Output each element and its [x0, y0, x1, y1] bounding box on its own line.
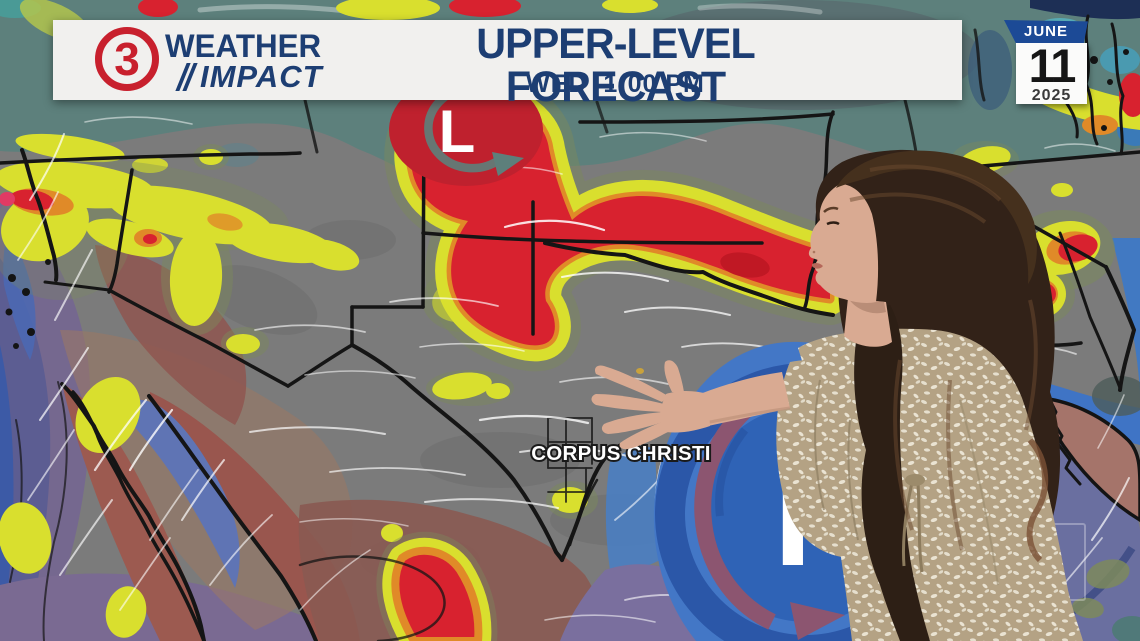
date-card: 11 2025 [1016, 39, 1087, 104]
presenter-hand [591, 360, 710, 450]
presenter [591, 149, 1083, 641]
date-year: 2025 [1031, 87, 1072, 104]
presenter-ring [636, 368, 644, 374]
forecast-timestamp: WED 1:00 PM [526, 70, 705, 98]
presenter-eyebrow [823, 206, 839, 213]
date-month-tab: JUNE [1004, 20, 1088, 43]
south-wind-max-blob [376, 531, 498, 641]
brand-word-weather: WEATHER [165, 28, 322, 64]
low-pressure-symbol: L [389, 74, 543, 186]
waist-tie [901, 474, 925, 573]
presenter-eye [826, 221, 840, 226]
high-rotation-arrow-icon [694, 391, 776, 630]
presenter-face [808, 184, 879, 303]
brand-word-impact: IMPACT [200, 59, 323, 94]
station-3-icon: 3 [95, 27, 159, 91]
station-number: 3 [114, 33, 140, 85]
coast-islands [5, 259, 51, 349]
presenter-hair-top [836, 150, 1037, 284]
low-pressure-label: L [439, 98, 476, 165]
presenter-hair-front-strand [854, 305, 930, 641]
page-title: UPPER-LEVEL FORECAST [476, 20, 755, 111]
date-day: 11 [1028, 39, 1077, 92]
presenter-lips [812, 262, 823, 269]
broadcast-banner: 3 WEATHER IMPACT UPPER-LEVEL FORECAST WE… [53, 20, 962, 109]
hair-highlights [849, 164, 1038, 551]
brand-word-impact-row: IMPACT [175, 59, 323, 94]
